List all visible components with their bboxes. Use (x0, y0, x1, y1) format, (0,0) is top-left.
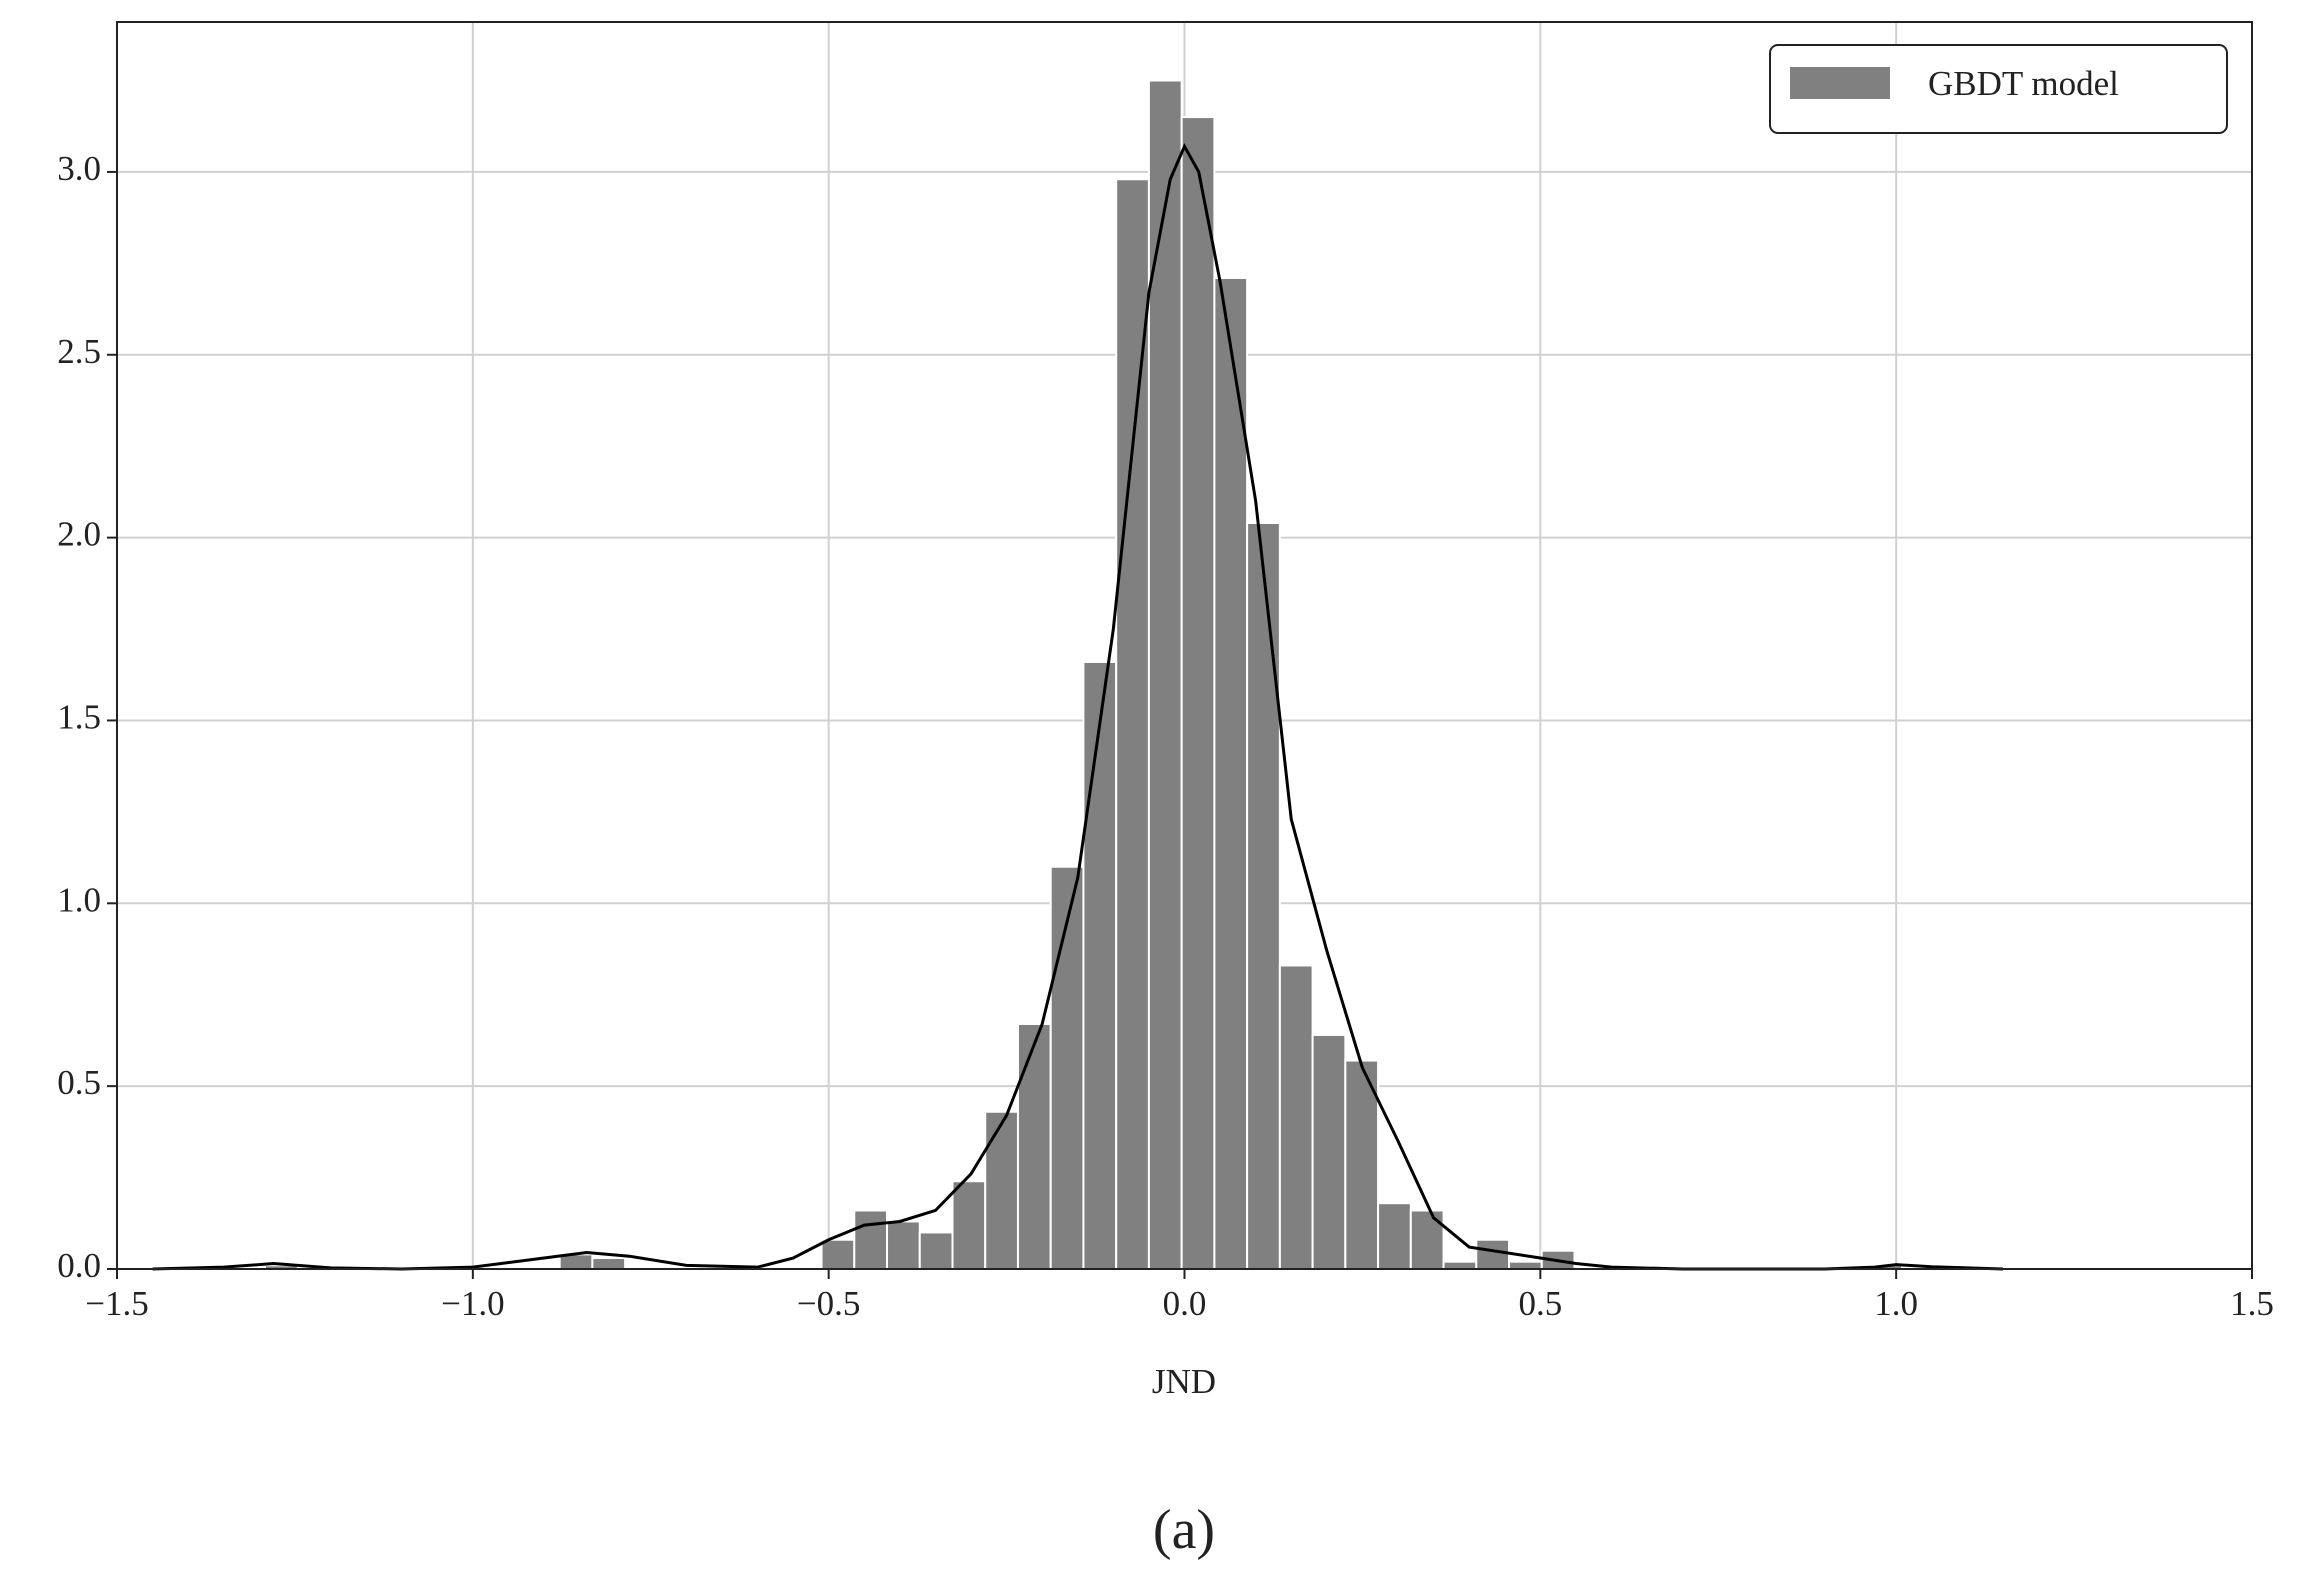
x-tick-label: −0.5 (797, 1284, 861, 1323)
kde-line (152, 142, 2003, 1271)
bar (1475, 1238, 1511, 1271)
y-tick-label: 2.5 (57, 332, 101, 371)
bar (1377, 1202, 1412, 1270)
x-tick-label: 1.5 (2230, 1284, 2274, 1323)
bar (1246, 521, 1281, 1270)
legend-swatch (1790, 67, 1890, 99)
bar (820, 1238, 856, 1271)
bar (1344, 1059, 1380, 1270)
bar (591, 1257, 627, 1270)
bar (1409, 1209, 1445, 1271)
bar (1082, 660, 1118, 1270)
bar (1180, 116, 1216, 1270)
bar (1311, 1033, 1347, 1271)
bar (1016, 1022, 1052, 1271)
bar (853, 1209, 889, 1271)
bar (1049, 865, 1085, 1270)
bar (1115, 178, 1150, 1270)
y-tick-label: 0.5 (57, 1063, 101, 1102)
y-tick-label: 3.0 (57, 149, 101, 188)
x-tick-label: −1.0 (441, 1284, 505, 1323)
axes-frame (116, 21, 2253, 1270)
legend-label: GBDT model (1928, 64, 2119, 103)
x-tick-label: −1.5 (85, 1284, 149, 1323)
bar (918, 1231, 954, 1270)
y-tick-label: 1.0 (57, 880, 101, 919)
bar (1442, 1260, 1478, 1270)
x-tick-label: 0.5 (1518, 1284, 1562, 1323)
bar (886, 1220, 921, 1271)
caption: (a) (1153, 1499, 1215, 1561)
bar (951, 1180, 987, 1271)
y-tick-label: 0.0 (57, 1246, 101, 1285)
bar (1147, 79, 1183, 1271)
x-tick-label: 1.0 (1874, 1284, 1918, 1323)
bar (1278, 964, 1314, 1271)
x-axis-label: JND (1152, 1362, 1216, 1401)
y-tick-label: 1.5 (57, 697, 101, 736)
x-tick-label: 0.0 (1163, 1284, 1207, 1323)
bar (1508, 1260, 1543, 1270)
y-tick-label: 2.0 (57, 515, 101, 554)
bar (984, 1110, 1019, 1270)
